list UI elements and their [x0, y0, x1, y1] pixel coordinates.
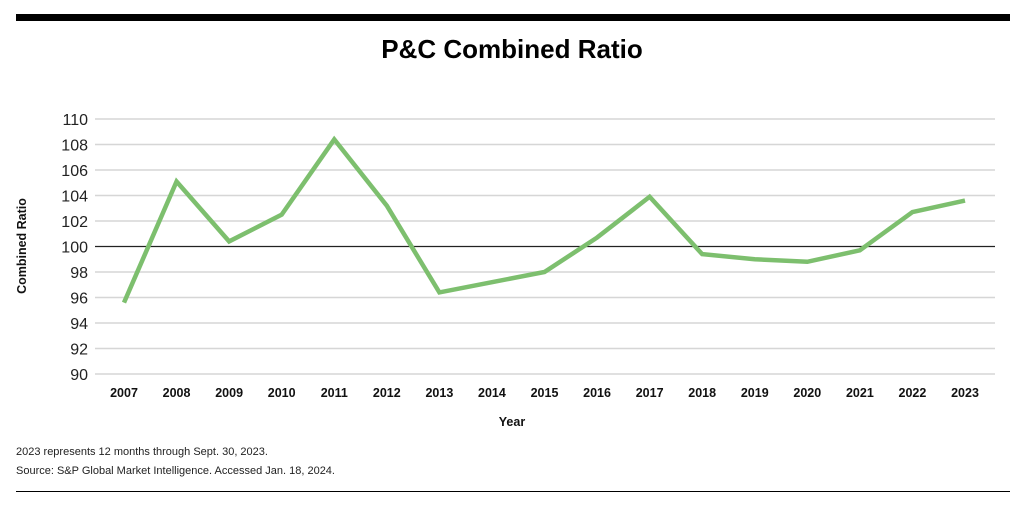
x-tick-label: 2017: [636, 386, 664, 400]
y-tick-label: 104: [61, 189, 88, 206]
x-tick-label: 2009: [215, 386, 243, 400]
x-tick-label: 2007: [110, 386, 138, 400]
top-rule: [16, 14, 1010, 21]
footnote: 2023 represents 12 months through Sept. …: [16, 446, 268, 458]
y-tick-label: 94: [70, 316, 88, 333]
chart-title: P&C Combined Ratio: [381, 34, 643, 64]
x-tick-label: 2018: [688, 386, 716, 400]
bottom-rule: [16, 491, 1010, 492]
y-tick-label: 98: [70, 265, 88, 282]
x-tick-label: 2014: [478, 386, 506, 400]
x-tick-label: 2016: [583, 386, 611, 400]
y-tick-label: 100: [61, 240, 88, 257]
x-tick-label: 2008: [163, 386, 191, 400]
y-tick-label: 108: [61, 138, 88, 155]
x-tick-label: 2012: [373, 386, 401, 400]
x-tick-label: 2020: [793, 386, 821, 400]
y-tick-label: 102: [61, 214, 88, 231]
x-axis-title: Year: [499, 415, 526, 429]
y-axis-title: Combined Ratio: [15, 198, 29, 294]
x-tick-label: 2015: [531, 386, 559, 400]
x-tick-label: 2010: [268, 386, 296, 400]
y-tick-label: 96: [70, 291, 88, 308]
y-tick-label: 110: [62, 112, 88, 129]
x-tick-label: 2019: [741, 386, 769, 400]
y-tick-label: 92: [70, 342, 88, 359]
y-tick-label: 106: [61, 163, 88, 180]
x-tick-label: 2021: [846, 386, 874, 400]
source-note: Source: S&P Global Market Intelligence. …: [16, 465, 335, 477]
x-tick-label: 2022: [899, 386, 927, 400]
x-tick-label: 2023: [951, 386, 979, 400]
x-tick-label: 2013: [425, 386, 453, 400]
x-tick-label: 2011: [321, 386, 348, 400]
y-tick-label: 90: [70, 367, 88, 384]
